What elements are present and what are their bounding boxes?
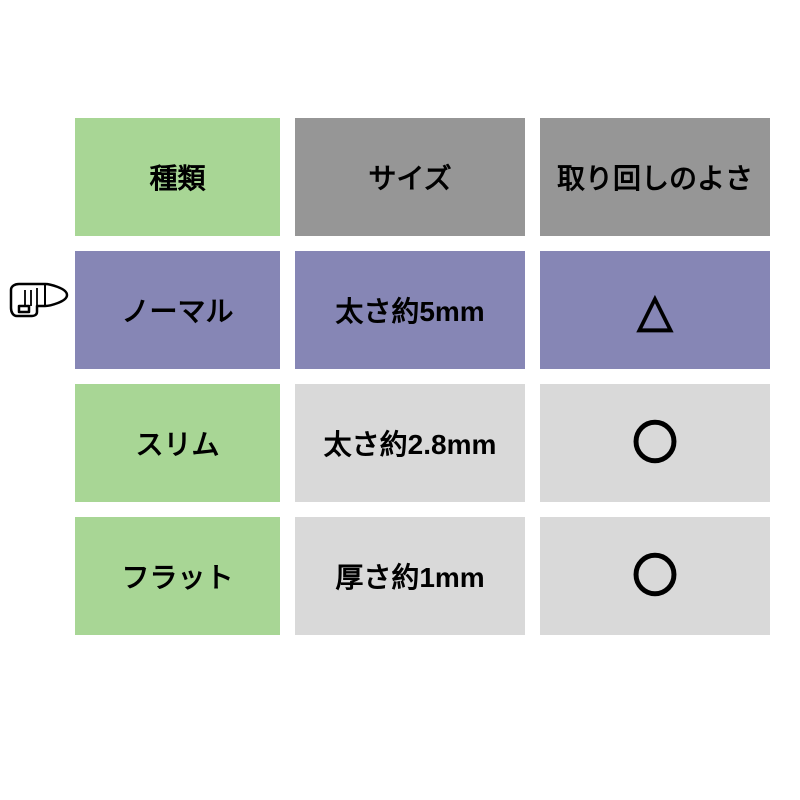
table-row: ノーマル 太さ約5mm △: [75, 251, 770, 369]
cell-size: 太さ約5mm: [295, 251, 525, 369]
header-handling: 取り回しのよさ: [540, 118, 770, 236]
pointing-hand-icon: [5, 268, 69, 322]
cell-size: 太さ約2.8mm: [295, 384, 525, 502]
cell-size: 厚さ約1mm: [295, 517, 525, 635]
table-row: フラット 厚さ約1mm 〇: [75, 517, 770, 635]
header-type: 種類: [75, 118, 280, 236]
cell-symbol: 〇: [540, 384, 770, 502]
comparison-table: 種類 サイズ 取り回しのよさ ノーマル 太さ約5mm △ スリム 太さ約2.8m…: [75, 118, 770, 635]
cell-symbol: 〇: [540, 517, 770, 635]
cell-type: スリム: [75, 384, 280, 502]
cell-type: ノーマル: [75, 251, 280, 369]
cell-symbol: △: [540, 251, 770, 369]
table-header-row: 種類 サイズ 取り回しのよさ: [75, 118, 770, 236]
header-size: サイズ: [295, 118, 525, 236]
table-row: スリム 太さ約2.8mm 〇: [75, 384, 770, 502]
cell-type: フラット: [75, 517, 280, 635]
